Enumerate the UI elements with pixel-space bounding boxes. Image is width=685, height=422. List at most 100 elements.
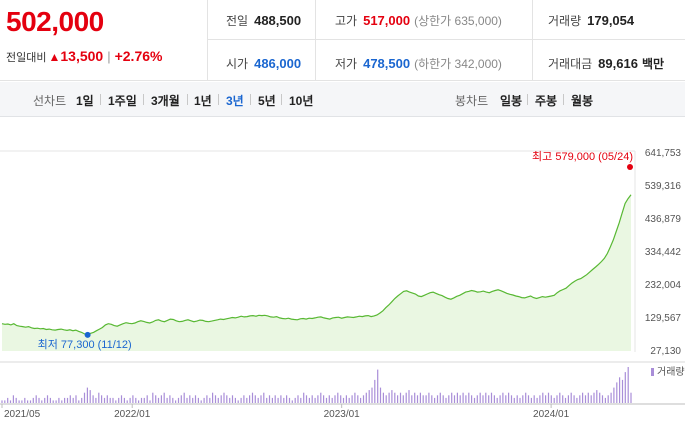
volume-bar — [473, 397, 476, 403]
period-5y-button[interactable]: 5년 — [258, 94, 276, 108]
period-3y-button[interactable]: 3년 — [226, 94, 244, 108]
chart-toolbar: 선차트 1일 1주일 3개월 1년 3년 5년 10년 봉차트 일봉 주봉 월봉 — [0, 82, 685, 117]
candle-weekly-button[interactable]: 주봉 — [535, 94, 558, 108]
volume-bar — [194, 395, 197, 403]
volume-bar — [69, 395, 71, 403]
volume-label: 거래량 — [548, 14, 582, 28]
volume-bar — [587, 392, 589, 403]
y-tick-label: 27,130 — [650, 346, 681, 357]
candle-daily-button[interactable]: 일봉 — [500, 94, 523, 108]
volume-bar — [451, 392, 453, 403]
volume-bar — [249, 395, 251, 403]
turnover-label: 거래대금 — [548, 57, 593, 71]
volume-bar — [123, 397, 125, 403]
volume-bar — [214, 395, 217, 403]
volume-bar — [550, 395, 552, 403]
volume-bar — [545, 395, 547, 403]
volume-bar — [411, 395, 413, 403]
volume-bar — [15, 397, 17, 403]
candle-monthly-button[interactable]: 월봉 — [571, 94, 594, 108]
volume-bar — [95, 397, 97, 403]
volume-bar — [337, 392, 339, 403]
period-1d-button[interactable]: 1일 — [76, 94, 94, 108]
y-axis-ticks: 641,753 539,316 436,879 334,442 232,004 129,5… — [645, 148, 682, 357]
volume-bar — [414, 392, 416, 403]
volume-bar — [576, 397, 578, 403]
volume-bar — [189, 395, 191, 403]
x-axis-ticks: 2021/05 2022/01 2023/01 2024/01 — [1, 404, 570, 420]
price-chart[interactable]: 641,753 539,316 436,879 334,442 232,004 129,5… — [0, 118, 685, 422]
volume-bar — [624, 372, 626, 403]
lower-limit: (하한가 342,000) — [414, 57, 502, 71]
volume-bar — [300, 397, 302, 403]
period-10y-button[interactable]: 10년 — [289, 94, 314, 108]
area-layer — [1, 194, 632, 351]
volume-bar — [115, 400, 117, 403]
toolbar-divider — [563, 94, 564, 105]
volume-bar — [294, 397, 296, 403]
volume-bar — [459, 395, 461, 403]
volume-bar — [456, 392, 458, 403]
volume-bar — [206, 395, 208, 403]
volume-bar — [579, 395, 581, 403]
change-percent: +2.76% — [114, 48, 163, 64]
period-3m-button[interactable]: 3개월 — [151, 94, 180, 108]
volume-bar — [391, 390, 393, 403]
x-tick-label: 2021/05 — [4, 409, 41, 420]
volume-bar — [533, 395, 535, 403]
volume-bar — [271, 397, 273, 403]
row-divider — [208, 39, 685, 40]
volume-bar — [442, 395, 444, 403]
volume-bar — [434, 397, 436, 403]
volume-bar — [630, 392, 632, 403]
volume-bar — [138, 400, 140, 403]
volume-bar — [567, 395, 569, 403]
volume-bar — [539, 395, 541, 403]
toolbar-divider — [143, 94, 144, 105]
up-triangle-icon: ▲ — [48, 50, 61, 64]
volume-bar — [291, 400, 293, 403]
volume-bar — [516, 395, 518, 403]
volume-bar — [582, 392, 584, 403]
low-point-marker[interactable] — [84, 331, 91, 338]
volume-bar — [616, 382, 618, 403]
volume-bar — [274, 395, 276, 403]
volume-bar — [340, 395, 342, 403]
low-label: 저가 — [335, 57, 358, 71]
volume-bar — [471, 395, 473, 403]
current-price: 502,000 — [6, 6, 104, 37]
volume-bar — [320, 392, 322, 403]
toolbar-divider — [100, 94, 101, 105]
volume-bar — [135, 397, 137, 403]
high-point-marker[interactable] — [627, 164, 633, 170]
period-1y-button[interactable]: 1년 — [194, 94, 212, 108]
volume-bar — [468, 392, 470, 403]
volume-bar — [308, 397, 310, 403]
volume-bar — [58, 397, 60, 403]
volume-bar — [72, 397, 74, 403]
volume-bar — [564, 397, 567, 403]
volume-bar — [9, 400, 12, 403]
volume-bar — [510, 395, 513, 403]
volume-bar — [354, 392, 356, 403]
volume-bar — [425, 395, 427, 403]
volume-bar — [408, 390, 410, 403]
price-area — [2, 194, 631, 351]
volume-bar — [223, 392, 225, 403]
volume-bar — [527, 395, 530, 403]
volume-bar — [399, 392, 402, 403]
volume-bar — [288, 397, 291, 403]
quote-panel: 502,000 전일대비 ▲13,500 | +2.76% 전일 488,500 고가 5… — [0, 0, 685, 81]
volume-bar — [118, 397, 120, 403]
volume-bar — [436, 395, 439, 403]
volume-bar — [505, 395, 507, 403]
volume-bar — [379, 387, 382, 403]
volume-bar — [334, 395, 336, 403]
volume-bar — [613, 387, 615, 403]
period-1w-button[interactable]: 1주일 — [108, 94, 137, 108]
volume-bar — [103, 397, 106, 403]
volume-bar — [157, 397, 160, 403]
volume-bar — [536, 397, 538, 403]
y-tick-label: 232,004 — [645, 280, 682, 291]
change-amount: 13,500 — [60, 48, 104, 64]
